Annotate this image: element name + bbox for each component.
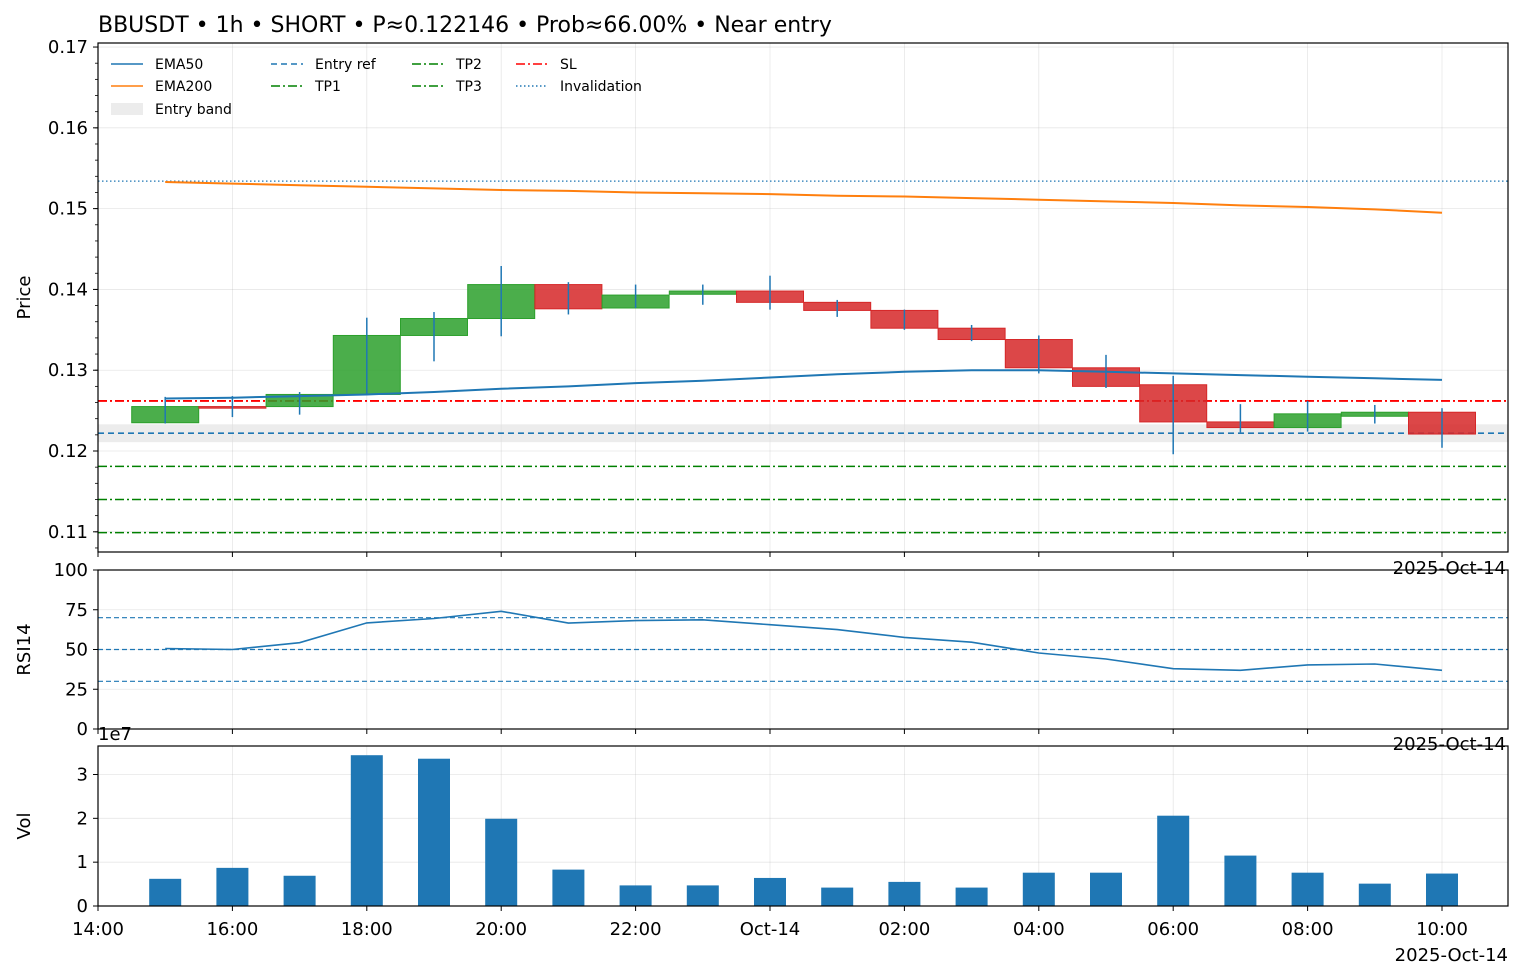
price-x-corner-label: 2025-Oct-14 bbox=[1393, 558, 1506, 579]
volume-bar bbox=[350, 755, 383, 906]
chart-title: BBUSDT • 1h • SHORT • P≈0.122146 • Prob≈… bbox=[98, 13, 832, 38]
ema50-line bbox=[165, 369, 1443, 400]
volume-bar bbox=[283, 875, 316, 906]
volume-bar bbox=[149, 878, 182, 906]
x-tick-label: 02:00 bbox=[878, 919, 930, 940]
legend-label: EMA50 bbox=[155, 57, 203, 73]
x-tick-label: 06:00 bbox=[1147, 919, 1199, 940]
price-y-tick-label: 0.14 bbox=[48, 279, 88, 300]
volume-bar bbox=[754, 877, 786, 906]
volume-bar bbox=[955, 887, 988, 906]
legend-label: TP1 bbox=[314, 79, 341, 95]
volume-bar bbox=[686, 885, 719, 906]
volume-bar bbox=[821, 887, 854, 906]
rsi-y-tick-label: 100 bbox=[54, 560, 88, 581]
price-y-axis-label: Price bbox=[14, 276, 35, 320]
rsi-y-axis-label: RSI14 bbox=[14, 623, 35, 675]
price-frame bbox=[97, 42, 1509, 553]
x-tick-label: 22:00 bbox=[610, 919, 662, 940]
ema200-line bbox=[165, 181, 1443, 214]
x-tick-label: 18:00 bbox=[341, 919, 393, 940]
rsi-line bbox=[165, 610, 1443, 672]
rsi-y-tick-label: 75 bbox=[65, 600, 88, 621]
volume-y-axis-label: Vol bbox=[14, 813, 35, 840]
legend-label: SL bbox=[560, 57, 577, 73]
rsi-y-tick-label: 25 bbox=[65, 679, 88, 700]
volume-bar bbox=[1090, 872, 1122, 906]
volume-bar bbox=[888, 881, 921, 906]
price-y-tick-label: 0.13 bbox=[48, 360, 88, 381]
x-corner-label: 2025-Oct-14 bbox=[1395, 945, 1508, 966]
rsi-x-corner-label: 2025-Oct-14 bbox=[1393, 734, 1506, 755]
volume-y-tick-label: 2 bbox=[77, 808, 88, 829]
x-tick-label: 04:00 bbox=[1013, 919, 1065, 940]
x-tick-label: 20:00 bbox=[475, 919, 527, 940]
price-panel: 0.110.120.130.140.150.160.17PriceEMA50EM… bbox=[14, 37, 1509, 557]
rsi-y-tick-label: 50 bbox=[65, 640, 88, 661]
rsi-frame bbox=[97, 569, 1509, 730]
volume-bar bbox=[1291, 872, 1324, 906]
volume-panel: 0 1 2 3 Vol 14:00 16:00 18:00 20:00 22:00 Oct-14 02… bbox=[14, 745, 1509, 940]
rsi-panel: 0 25 50 75 100 RSI14 bbox=[14, 560, 1509, 740]
volume-bar bbox=[418, 758, 450, 906]
volume-y-tick-label: 0 bbox=[77, 896, 88, 917]
legend-label: Entry ref bbox=[315, 57, 377, 73]
x-tick-label: Oct-14 bbox=[740, 919, 801, 940]
x-tick-label: 16:00 bbox=[206, 919, 258, 940]
volume-bar bbox=[1426, 873, 1458, 906]
price-y-tick-label: 0.11 bbox=[48, 522, 88, 543]
legend-label: Invalidation bbox=[560, 79, 642, 95]
legend-swatch-entry-band bbox=[111, 103, 143, 115]
x-tick-label: 14:00 bbox=[72, 919, 124, 940]
volume-bar bbox=[485, 818, 518, 906]
x-tick-label: 08:00 bbox=[1282, 919, 1334, 940]
price-y-tick-label: 0.12 bbox=[48, 441, 88, 462]
volume-bar bbox=[552, 869, 585, 906]
volume-bar bbox=[619, 885, 652, 906]
legend: EMA50 EMA200 Entry band Entry ref TP1 TP2 TP3 S… bbox=[111, 57, 642, 118]
price-y-tick-label: 0.15 bbox=[48, 199, 88, 220]
price-y-tick-label: 0.16 bbox=[48, 118, 88, 139]
legend-label: Entry band bbox=[155, 102, 232, 118]
rsi-y-tick-label: 0 bbox=[77, 719, 88, 740]
volume-frame bbox=[97, 745, 1509, 907]
x-tick-label: 10:00 bbox=[1416, 919, 1468, 940]
volume-scale-label: 1e7 bbox=[98, 724, 132, 745]
volume-bar bbox=[1157, 815, 1190, 906]
legend-label: EMA200 bbox=[155, 79, 212, 95]
volume-bar bbox=[1224, 855, 1257, 906]
legend-label: TP3 bbox=[455, 79, 482, 95]
legend-label: TP2 bbox=[455, 57, 482, 73]
volume-bar bbox=[1022, 872, 1055, 906]
volume-y-tick-label: 3 bbox=[77, 764, 88, 785]
volume-y-tick-label: 1 bbox=[77, 852, 88, 873]
volume-bar bbox=[1358, 883, 1391, 906]
volume-bar bbox=[216, 867, 249, 906]
price-y-tick-label: 0.17 bbox=[48, 37, 88, 58]
